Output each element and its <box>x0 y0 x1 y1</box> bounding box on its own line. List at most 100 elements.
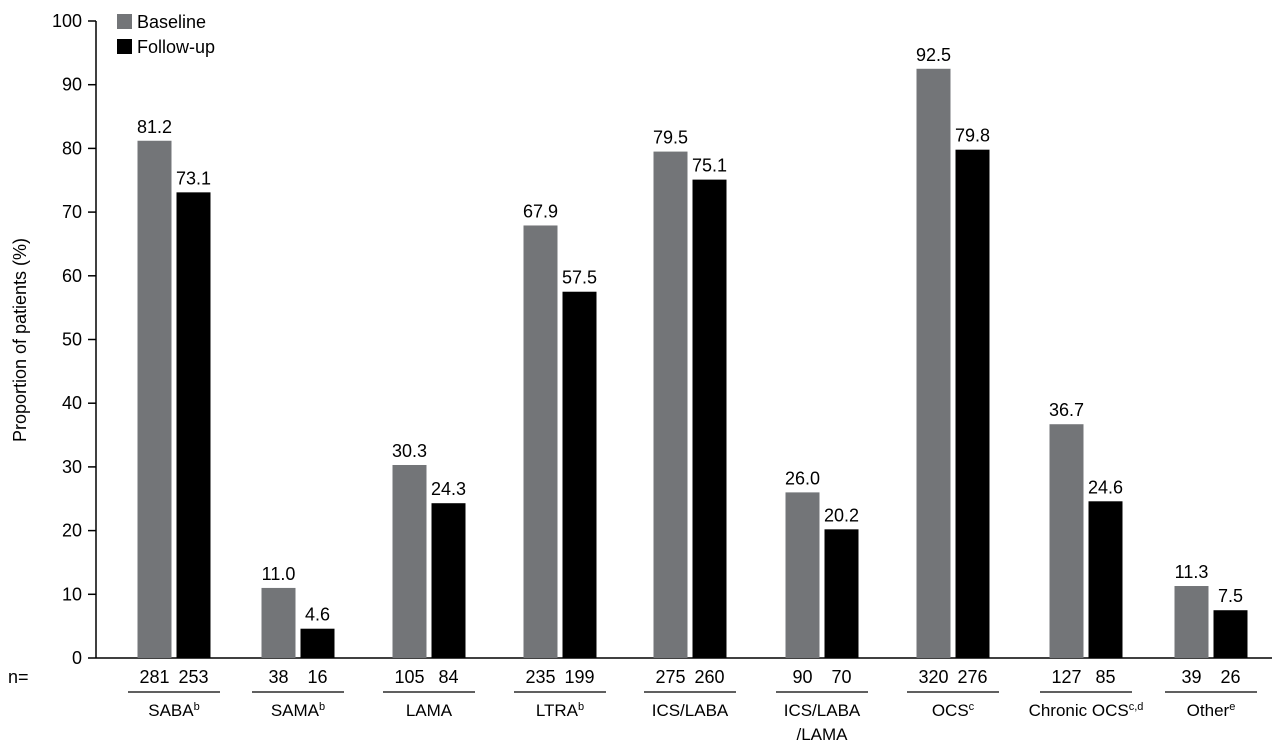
bar-baseline <box>916 68 951 658</box>
axes-group: 0 10 20 30 40 50 60 70 80 90 100 Proportion of pati… <box>10 11 1272 693</box>
n-count-label: 90 <box>792 667 812 687</box>
data-label: 79.8 <box>955 126 990 146</box>
y-tick-label: 20 <box>62 521 82 541</box>
n-count-label: 26 <box>1220 667 1240 687</box>
category-label-text: SABA <box>148 701 194 720</box>
n-count-label: 70 <box>831 667 851 687</box>
y-tick-label: 30 <box>62 457 82 477</box>
data-label: 92.5 <box>916 45 951 65</box>
y-tick-label: 0 <box>72 648 82 668</box>
n-count-label: 320 <box>918 667 948 687</box>
data-label: 20.2 <box>824 505 859 525</box>
data-label: 26.0 <box>785 468 820 488</box>
n-count-label: 39 <box>1181 667 1201 687</box>
category-label: LAMA <box>406 701 453 720</box>
y-tick-label: 70 <box>62 202 82 222</box>
n-count-label: 253 <box>178 667 208 687</box>
y-tick-label: 10 <box>62 584 82 604</box>
category-label-text: LTRA <box>536 701 579 720</box>
legend-label: Follow-up <box>137 37 215 57</box>
y-tick-label: 40 <box>62 393 82 413</box>
legend-label: Baseline <box>137 12 206 32</box>
bar-follow-up <box>824 529 859 658</box>
n-count-label: 275 <box>655 667 685 687</box>
n-prefix-label: n= <box>8 667 29 687</box>
category-label-superscript: b <box>578 701 584 713</box>
category-label: ICS/LABA <box>784 701 861 720</box>
legend: Baseline Follow-up <box>117 12 215 57</box>
data-label: 24.3 <box>431 479 466 499</box>
y-tick-label: 60 <box>62 266 82 286</box>
legend-swatch <box>117 14 132 29</box>
bar-follow-up <box>300 628 335 658</box>
data-label: 4.6 <box>305 605 330 625</box>
n-count-label: 235 <box>525 667 555 687</box>
n-count-label: 127 <box>1051 667 1081 687</box>
category-label-text: LAMA <box>406 701 453 720</box>
bar-baseline <box>785 492 820 658</box>
category-label-superscript: c <box>969 701 975 713</box>
y-tick-label: 80 <box>62 138 82 158</box>
data-label: 36.7 <box>1049 400 1084 420</box>
bar-baseline <box>1174 586 1209 658</box>
data-label: 24.6 <box>1088 477 1123 497</box>
category-label-text: ICS/LABA <box>784 701 861 720</box>
bar-baseline <box>261 587 296 658</box>
bar-follow-up <box>176 192 211 658</box>
data-label: 57.5 <box>562 268 597 288</box>
legend-swatch <box>117 39 132 54</box>
n-count-label: 281 <box>139 667 169 687</box>
bar-follow-up <box>1213 610 1248 658</box>
bar-baseline <box>653 151 688 658</box>
n-count-label: 105 <box>394 667 424 687</box>
category-label-text: SAMA <box>271 701 320 720</box>
y-axis-title: Proportion of patients (%) <box>10 238 30 442</box>
labels-group: n=81.228173.1253SABAb11.0384.616SAMAb30.… <box>8 45 1243 744</box>
n-count-label: 276 <box>957 667 987 687</box>
n-count-label: 16 <box>307 667 327 687</box>
category-label-text: OCS <box>932 701 969 720</box>
data-label: 11.3 <box>1175 562 1209 582</box>
category-label: ICS/LABA <box>652 701 729 720</box>
data-label: 73.1 <box>176 168 211 188</box>
category-label: Chronic OCSc,d <box>1029 701 1144 720</box>
category-label-line2: /LAMA <box>796 725 848 744</box>
bar-follow-up <box>955 149 990 658</box>
bar-baseline <box>1049 424 1084 658</box>
category-label-superscript: b <box>194 701 200 713</box>
data-label: 75.1 <box>692 156 727 176</box>
y-tick-label: 50 <box>62 330 82 350</box>
data-label: 81.2 <box>137 117 172 137</box>
category-label: LTRAb <box>536 701 584 720</box>
bars-group <box>137 68 1248 659</box>
data-label: 7.5 <box>1218 586 1243 606</box>
category-label-superscript: c,d <box>1129 701 1144 713</box>
y-tick-label: 100 <box>52 11 82 31</box>
bar-baseline <box>392 464 427 658</box>
bar-follow-up <box>562 291 597 658</box>
category-label: SAMAb <box>271 701 325 720</box>
category-label-text: ICS/LABA <box>652 701 729 720</box>
n-count-label: 199 <box>564 667 594 687</box>
n-count-label: 260 <box>694 667 724 687</box>
data-label: 79.5 <box>653 128 688 148</box>
n-count-label: 84 <box>438 667 458 687</box>
y-tick-label: 90 <box>62 75 82 95</box>
bar-baseline <box>523 225 558 659</box>
category-label-text: Other <box>1187 701 1230 720</box>
n-count-label: 85 <box>1095 667 1115 687</box>
category-label-text: Chronic OCS <box>1029 701 1129 720</box>
data-label: 11.0 <box>262 564 296 584</box>
bar-follow-up <box>1088 501 1123 658</box>
data-label: 67.9 <box>523 201 558 221</box>
n-count-label: 38 <box>268 667 288 687</box>
data-label: 30.3 <box>392 441 427 461</box>
category-label: OCSc <box>932 701 975 720</box>
category-label-superscript: b <box>319 701 325 713</box>
bar-follow-up <box>431 503 466 658</box>
category-label-superscript: e <box>1229 701 1235 713</box>
category-label: SABAb <box>148 701 199 720</box>
bar-baseline <box>137 140 172 659</box>
